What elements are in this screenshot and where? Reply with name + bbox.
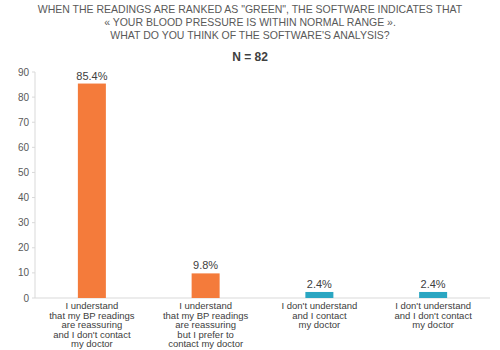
y-tick-label: 30 [18, 217, 30, 228]
y-tick-label: 90 [18, 67, 30, 78]
y-axis [35, 72, 36, 298]
y-tick-label: 20 [18, 242, 30, 253]
x-tick-label: I don't understandand I contactmy doctor [281, 300, 357, 330]
bar [78, 84, 106, 298]
chart-container: WHEN THE READINGS ARE RANKED AS "GREEN",… [0, 0, 500, 350]
bar [419, 292, 447, 298]
y-tick-label: 70 [18, 117, 30, 128]
x-tick-label: I understandthat my BP readingsare reass… [163, 300, 249, 349]
bar [305, 292, 333, 298]
x-tick-label: I don't understandand I don't contactmy … [394, 300, 472, 330]
y-tick-label: 60 [18, 142, 30, 153]
data-label: 2.4% [307, 278, 332, 290]
y-tick-label: 40 [18, 192, 30, 203]
bar [192, 273, 220, 298]
y-tick-label: 50 [18, 167, 30, 178]
y-tick-label: 0 [23, 293, 29, 304]
data-label: 85.4% [76, 70, 107, 82]
title: WHEN THE READINGS ARE RANKED AS "GREEN",… [38, 3, 463, 41]
y-tick-label: 80 [18, 92, 30, 103]
x-tick-label: I understandthat my BP readingsare reass… [49, 300, 135, 349]
y-tick-label: 10 [18, 267, 30, 278]
bars [78, 84, 447, 298]
data-label: 2.4% [421, 278, 446, 290]
subtitle: N = 82 [232, 50, 268, 64]
chart: WHEN THE READINGS ARE RANKED AS "GREEN",… [0, 0, 500, 350]
data-label: 9.8% [193, 259, 218, 271]
